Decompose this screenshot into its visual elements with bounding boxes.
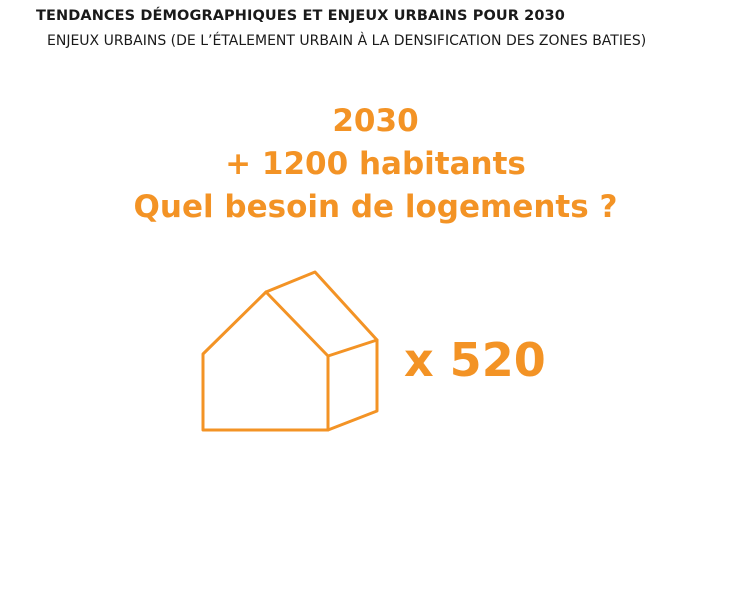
headline-question: Quel besoin de logements ? <box>133 189 618 225</box>
headline-block: 2030 + 1200 habitants Quel besoin de log… <box>0 100 751 229</box>
page-subtitle: ENJEUX URBAINS (DE L’ÉTALEMENT URBAIN À … <box>47 33 647 49</box>
page-title: TENDANCES DÉMOGRAPHIQUES ET ENJEUX URBAI… <box>36 8 565 24</box>
headline-year: 2030 <box>332 103 419 139</box>
house-icon <box>195 265 385 435</box>
housing-count: x 520 <box>404 333 546 387</box>
headline-population: + 1200 habitants <box>225 146 526 182</box>
